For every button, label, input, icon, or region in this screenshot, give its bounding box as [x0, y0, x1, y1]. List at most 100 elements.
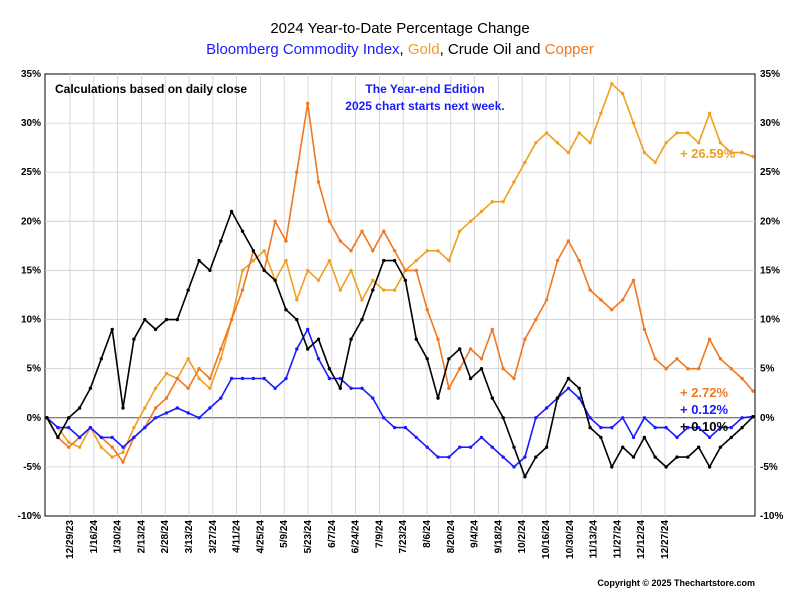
data-point	[707, 435, 712, 440]
data-point	[143, 317, 147, 322]
data-point	[99, 445, 104, 449]
data-point	[425, 308, 429, 312]
data-point	[56, 435, 60, 440]
x-tick-label: 12/27/24	[660, 520, 671, 559]
data-point	[599, 111, 603, 116]
annotation-year-end-line1: The Year-end Edition	[365, 82, 484, 96]
data-point	[468, 219, 473, 223]
plot-area	[44, 73, 756, 517]
data-point	[229, 209, 234, 214]
subtitle-part: Gold	[408, 41, 440, 58]
data-point	[447, 357, 451, 361]
data-point	[382, 416, 386, 420]
data-point	[371, 249, 375, 253]
data-point	[544, 298, 549, 302]
series-layer	[45, 82, 755, 479]
annotation-year-end-line2: 2025 chart starts next week.	[345, 99, 504, 113]
x-tick-label: 3/13/24	[184, 520, 195, 554]
data-point	[306, 327, 310, 332]
x-tick-label: 12/29/23	[65, 520, 76, 559]
y-tick-label-left: -5%	[23, 462, 41, 473]
data-point	[501, 416, 505, 420]
data-point	[686, 425, 690, 430]
data-point	[306, 347, 310, 351]
data-point	[653, 160, 657, 165]
series-line	[46, 102, 754, 463]
data-point	[566, 239, 571, 243]
data-point	[132, 435, 136, 440]
data-point	[577, 131, 581, 135]
data-point	[653, 357, 657, 361]
data-point	[208, 386, 212, 390]
y-axis-left: 35% 30% 25% 20% 15% 10% 5% 0% -5% -10%	[18, 69, 41, 522]
data-point	[490, 327, 494, 332]
data-point	[534, 455, 538, 459]
data-point	[490, 200, 494, 204]
y-tick-label-left: 15%	[21, 265, 41, 276]
x-tick-label: 10/30/24	[565, 520, 576, 559]
data-point	[273, 278, 277, 282]
data-point	[327, 367, 332, 371]
data-point	[251, 249, 256, 253]
data-point	[501, 367, 505, 371]
data-point	[479, 357, 484, 361]
y-tick-label-right: 5%	[760, 364, 775, 375]
data-point	[186, 411, 190, 415]
data-point	[175, 317, 179, 322]
data-point	[707, 465, 712, 469]
data-point	[512, 465, 516, 469]
data-point	[468, 445, 473, 449]
data-point	[534, 416, 538, 420]
data-point	[197, 376, 201, 381]
data-point	[262, 268, 266, 273]
data-point	[544, 445, 549, 449]
y-tick-label-right: -5%	[760, 462, 778, 473]
data-point	[251, 258, 256, 263]
data-point	[121, 445, 125, 449]
data-point	[382, 288, 386, 292]
data-point	[88, 386, 93, 390]
x-tick-label: 1/16/24	[89, 520, 100, 554]
y-tick-label-right: 35%	[760, 69, 780, 80]
data-point	[523, 455, 527, 459]
data-point	[566, 386, 571, 390]
x-axis: 12/29/23 1/16/24 1/30/24 2/13/24 2/28/24 3/13…	[65, 520, 671, 559]
x-tick-label: 6/24/24	[351, 520, 362, 554]
data-point	[295, 298, 299, 302]
data-point	[143, 425, 147, 430]
data-point	[653, 455, 657, 459]
data-point	[490, 396, 494, 400]
data-point	[219, 357, 223, 361]
data-point	[349, 386, 353, 390]
data-point	[382, 258, 386, 263]
data-point	[240, 376, 245, 381]
data-point	[273, 386, 277, 390]
x-tick-label: 5/23/24	[303, 520, 314, 554]
data-point	[164, 396, 169, 400]
x-tick-label: 1/30/24	[113, 520, 124, 554]
data-point	[588, 425, 592, 430]
data-point	[99, 435, 104, 440]
data-point	[501, 455, 505, 459]
data-point	[99, 357, 104, 361]
subtitle-part: Bloomberg Commodity Index	[206, 41, 400, 58]
data-point	[327, 219, 332, 223]
x-tick-label: 12/12/24	[636, 520, 647, 559]
data-point	[67, 440, 71, 444]
data-point	[751, 415, 755, 419]
data-point	[273, 219, 277, 223]
data-point	[642, 416, 647, 420]
data-point	[458, 367, 462, 371]
y-tick-label-right: 10%	[760, 315, 780, 326]
data-point	[534, 141, 538, 145]
data-point	[740, 425, 744, 430]
data-point	[468, 376, 473, 381]
data-point	[284, 308, 288, 312]
data-point	[544, 131, 549, 135]
chart-subtitle: Bloomberg Commodity Index, Gold, Crude O…	[206, 41, 594, 58]
data-point	[447, 258, 451, 263]
data-point	[197, 367, 201, 371]
y-tick-label-right: -10%	[760, 511, 783, 522]
data-point	[316, 180, 321, 184]
data-point	[675, 131, 679, 135]
